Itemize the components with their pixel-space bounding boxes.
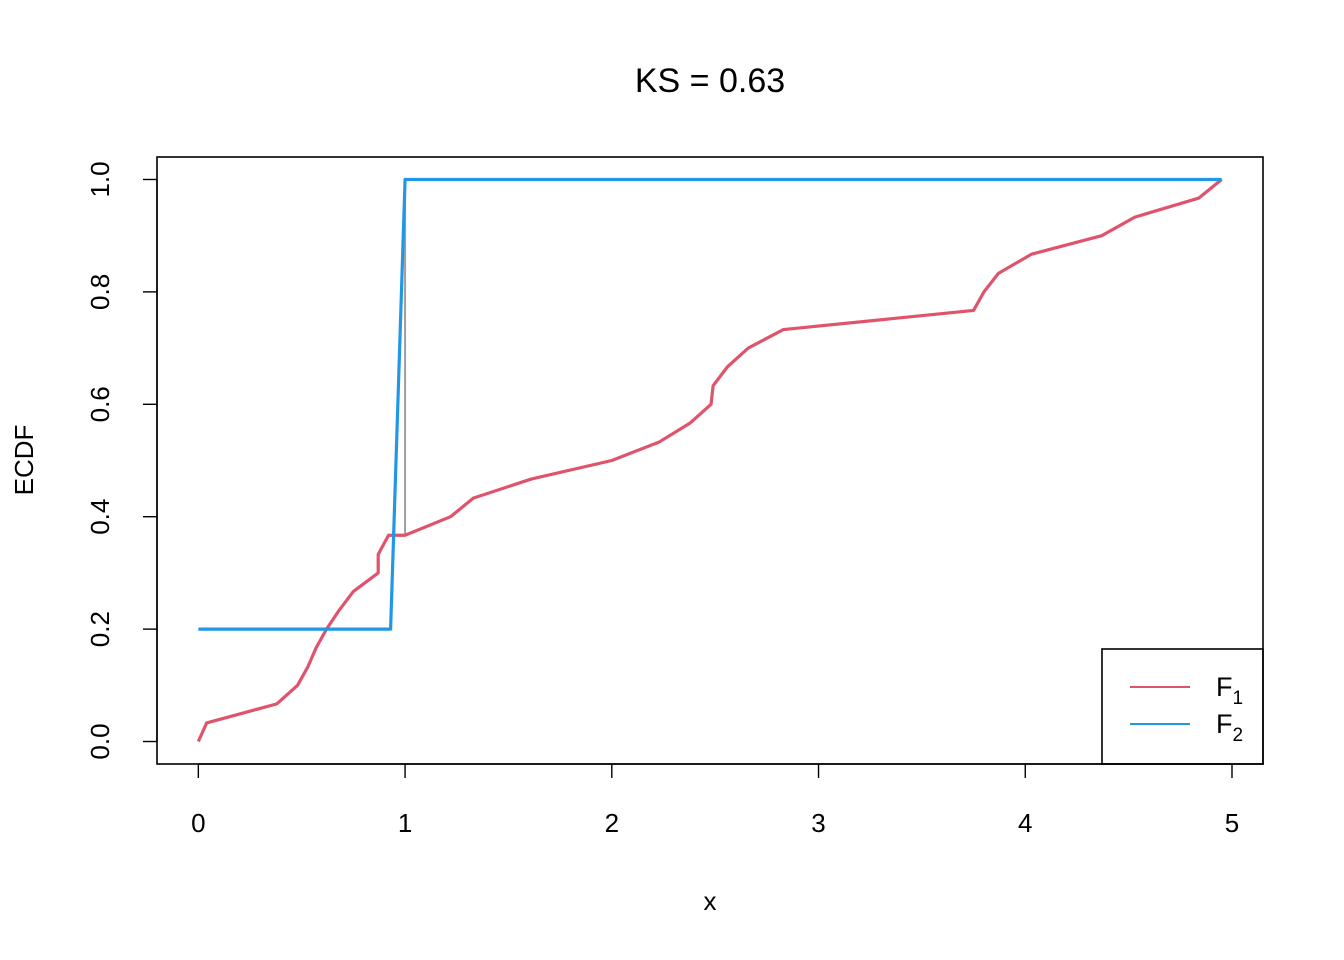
y-tick-label: 0.8: [85, 274, 115, 310]
legend-label-f2: F2: [1216, 709, 1243, 746]
y-tick-label: 0.6: [85, 386, 115, 422]
y-tick-label: 0.4: [85, 499, 115, 535]
y-tick-label: 0.2: [85, 611, 115, 647]
series-line-f2: [198, 177, 1222, 631]
y-axis: 0.0 0.2 0.4 0.6 0.8 1.0: [85, 161, 158, 760]
x-axis-label: x: [704, 886, 717, 916]
x-tick-label: 5: [1225, 808, 1239, 838]
plot-frame: [156, 156, 1264, 765]
x-tick-label: 2: [605, 808, 619, 838]
series-line-f1: [196, 178, 1223, 743]
legend-label-f1: F1: [1216, 672, 1243, 709]
y-axis-label: ECDF: [9, 425, 39, 496]
chart-title: KS = 0.63: [635, 62, 785, 100]
legend-box: [1101, 648, 1264, 765]
y-tick-label: 1.0: [85, 161, 115, 197]
x-tick-label: 0: [191, 808, 205, 838]
plot-area: [196, 177, 1223, 743]
x-tick-label: 3: [811, 808, 825, 838]
x-tick-label: 1: [398, 808, 412, 838]
x-axis: 0 1 2 3 4 5: [191, 763, 1239, 838]
y-tick-label: 0.0: [85, 723, 115, 759]
x-tick-label: 4: [1018, 808, 1032, 838]
